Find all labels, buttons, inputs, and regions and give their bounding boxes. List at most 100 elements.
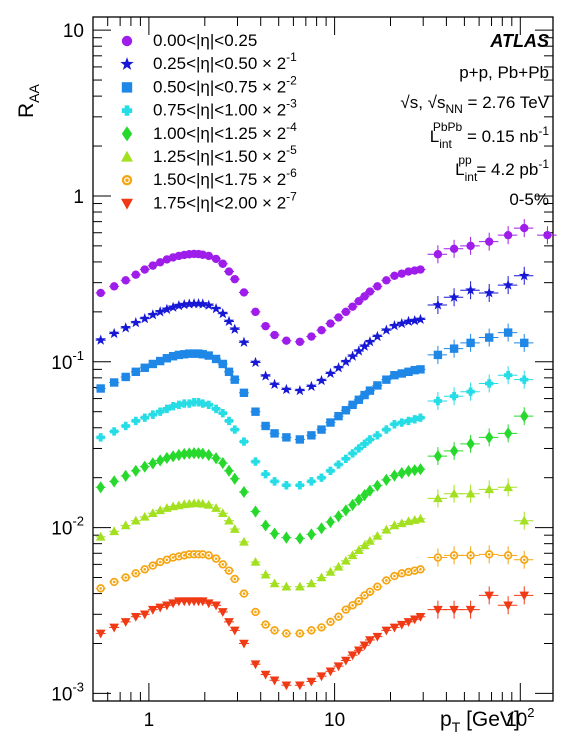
data-point (325, 367, 336, 379)
data-point (365, 587, 375, 597)
data-point-fill (261, 620, 270, 629)
data-point (109, 282, 119, 291)
data-point (194, 349, 203, 358)
data-point (148, 508, 158, 518)
legend-label: 1.75<|η|<2.00 × 2-7 (153, 189, 297, 212)
data-point (390, 420, 399, 429)
data-point-ring (150, 563, 156, 569)
series-8 (95, 586, 534, 691)
data-point (415, 313, 426, 325)
data-point (341, 656, 351, 666)
data-point (162, 601, 172, 611)
data-point-fill (317, 623, 326, 632)
data-point (397, 467, 406, 480)
data-point (230, 375, 239, 384)
data-point (389, 320, 400, 331)
data-point-ring (399, 570, 405, 576)
data-point (502, 279, 514, 290)
collision-label: p+p, Pb+Pb (459, 63, 549, 82)
data-point (433, 350, 443, 360)
data-point (96, 288, 105, 298)
data-point (348, 400, 357, 410)
legend-marker (121, 35, 133, 47)
data-point (154, 306, 166, 317)
legend-marker (120, 57, 134, 70)
data-point (341, 555, 351, 565)
data-point (449, 605, 459, 615)
data-point (197, 498, 208, 508)
data-point (121, 276, 130, 285)
data-point (130, 317, 142, 328)
data-point (197, 298, 209, 309)
data-point-ring (133, 570, 139, 576)
data-point (224, 515, 234, 525)
data-point-fill (224, 566, 234, 575)
data-points (95, 219, 557, 691)
lumi-pbpb-sub: int (439, 137, 452, 151)
data-point (203, 599, 214, 609)
data-point (131, 416, 140, 426)
data-point (261, 519, 270, 532)
data-point (325, 667, 336, 677)
data-point (95, 531, 106, 541)
x-axis-title: pT [GeV] (440, 708, 520, 735)
data-point-ring (319, 624, 324, 630)
data-point (211, 554, 221, 563)
legend-label-name: 0.75<|η|<1.00 (153, 101, 257, 120)
data-point (260, 569, 271, 579)
data-point (282, 433, 291, 442)
data-point (340, 356, 352, 367)
data-point-ring (226, 568, 232, 574)
data-point-ring (468, 552, 474, 558)
data-point (282, 629, 291, 638)
data-point (239, 639, 249, 649)
data-point (295, 435, 305, 444)
data-point (155, 454, 165, 467)
data-point (347, 550, 358, 560)
data-point (223, 315, 235, 327)
data-point (372, 632, 383, 642)
legend-label-mult: × 2 (257, 147, 286, 166)
data-point (326, 617, 335, 627)
data-point (518, 270, 530, 281)
data-point (341, 605, 351, 614)
y-tick-label-base: 10 (51, 519, 72, 540)
data-point (410, 464, 419, 477)
legend-label-exp: -3 (286, 97, 297, 111)
data-point (194, 447, 203, 460)
lumi-pbpb-sup: PbPb (433, 120, 463, 134)
legend-marker (121, 126, 133, 142)
data-point (188, 298, 200, 309)
legend-marker-ring (124, 177, 130, 184)
data-point (96, 433, 105, 442)
series-4 (95, 366, 534, 490)
data-point (354, 395, 364, 404)
data-point (372, 330, 383, 342)
data-point-fill (334, 612, 343, 621)
data-point-ring (417, 566, 423, 572)
data-point (251, 457, 260, 466)
data-point-ring (435, 555, 441, 561)
data-point-ring (362, 592, 368, 598)
data-point-fill (218, 560, 227, 569)
data-point (261, 321, 270, 331)
data-point (139, 610, 150, 620)
data-point (168, 450, 178, 463)
data-point (433, 605, 443, 615)
legend-label-exp: -7 (286, 189, 297, 203)
lumi-pp-sup: pp (458, 153, 472, 167)
data-point-fill (382, 576, 391, 585)
data-point (334, 510, 343, 523)
x-tick-label: 1 (144, 710, 155, 731)
x-axis-title-sub: T (452, 719, 461, 735)
data-point (230, 425, 239, 434)
data-point (449, 391, 459, 401)
data-point (211, 452, 221, 465)
data-point (211, 404, 221, 414)
data-point (503, 482, 513, 492)
data-point (174, 350, 184, 360)
data-point-fill (397, 569, 406, 578)
data-point (483, 287, 495, 298)
data-point (109, 427, 119, 436)
data-point (251, 505, 260, 518)
